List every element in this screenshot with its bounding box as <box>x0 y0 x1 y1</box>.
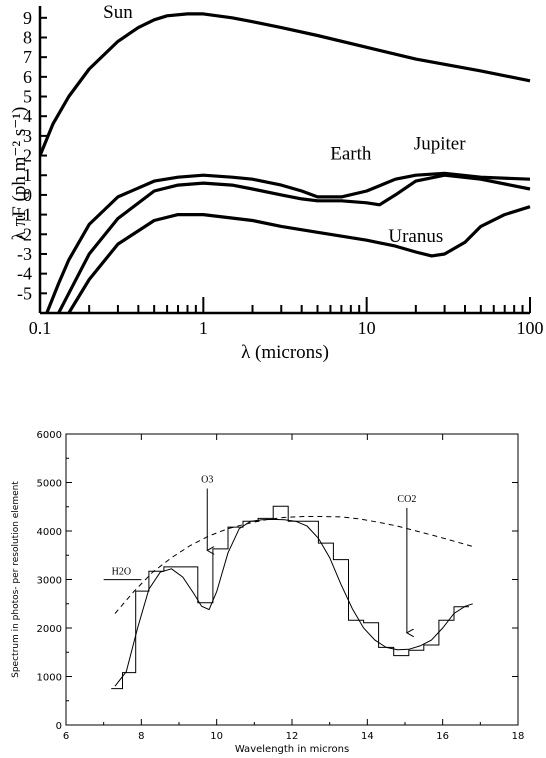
y-tick-label: 2000 <box>37 624 62 635</box>
y-tick-label: 3000 <box>37 576 62 587</box>
y-axis-label: Spectrum in photos- per resolution eleme… <box>11 481 21 678</box>
label-h2o: H2O <box>112 567 131 578</box>
y-tick-label: 5000 <box>37 479 62 490</box>
y-tick-label: 9 <box>23 8 32 28</box>
x-tick-label: 16 <box>436 731 449 742</box>
y-tick-label: 5 <box>23 87 32 107</box>
y-tick-label: 1000 <box>37 673 62 684</box>
y-tick-label: -1 <box>17 205 32 225</box>
y-tick-label: 6 <box>23 67 32 87</box>
x-ticks: 0.1 1 10 100 <box>29 297 544 338</box>
y-tick-label: -4 <box>17 264 32 284</box>
axis-ticks: 6 8 10 12 14 16 18 0 1000 2000 3000 4000 5000 6000 <box>37 430 525 742</box>
label-earth: Earth <box>330 144 372 165</box>
y-tick-label: 2 <box>23 146 32 166</box>
y-tick-label: 0 <box>23 185 32 205</box>
series-jupiter-line <box>45 171 531 313</box>
label-co2: CO2 <box>397 494 416 505</box>
x-axis-label: λ (microns) <box>241 342 329 363</box>
y-tick-label: -3 <box>17 244 32 264</box>
x-tick-label: 8 <box>138 731 144 742</box>
annotations: O3 CO2 H2O <box>103 475 416 633</box>
x-tick-label: 12 <box>286 731 299 742</box>
x-tick-label: 6 <box>63 731 69 742</box>
series-solid-line <box>114 518 473 687</box>
x-tick-label: 1 <box>199 318 208 338</box>
label-o3: O3 <box>201 475 213 486</box>
y-tick-label: 4000 <box>37 527 62 538</box>
series-lines <box>111 505 473 690</box>
x-axis-label: Wavelength in microns <box>235 744 349 755</box>
y-tick-label: 3 <box>23 126 32 146</box>
y-axis-label: λ πF (ph m⁻² s⁻¹) <box>9 107 30 241</box>
x-tick-label: 18 <box>512 731 525 742</box>
y-tick-label: 8 <box>23 27 32 47</box>
annotations: Sun Earth Jupiter Uranus <box>103 2 466 247</box>
y-tick-label: 6000 <box>37 430 62 441</box>
photon-spectrum-chart: 6 8 10 12 14 16 18 0 1000 2000 3000 4000 5000 6000 O3… <box>11 430 524 755</box>
x-tick-label: 100 <box>517 318 544 338</box>
series-uranus-line <box>67 205 531 313</box>
series-dashed-line <box>114 516 473 614</box>
label-jupiter: Jupiter <box>414 134 466 155</box>
label-uranus: Uranus <box>388 226 443 247</box>
y-tick-label: -2 <box>17 224 32 244</box>
x-tick-label: 0.1 <box>29 318 52 338</box>
x-tick-label: 14 <box>361 731 374 742</box>
series-lines <box>40 12 531 313</box>
x-tick-label: 10 <box>358 318 376 338</box>
y-tick-label: 4 <box>23 106 32 126</box>
y-tick-label: -5 <box>17 283 32 303</box>
label-sun: Sun <box>103 2 133 23</box>
y-tick-label: 1 <box>23 165 32 185</box>
series-earth-line <box>57 173 531 313</box>
series-step-line <box>111 505 469 690</box>
series-sun-line <box>40 12 531 157</box>
y-tick-label: 7 <box>23 47 32 67</box>
y-tick-label: 0 <box>56 721 62 732</box>
x-tick-label: 10 <box>210 731 223 742</box>
